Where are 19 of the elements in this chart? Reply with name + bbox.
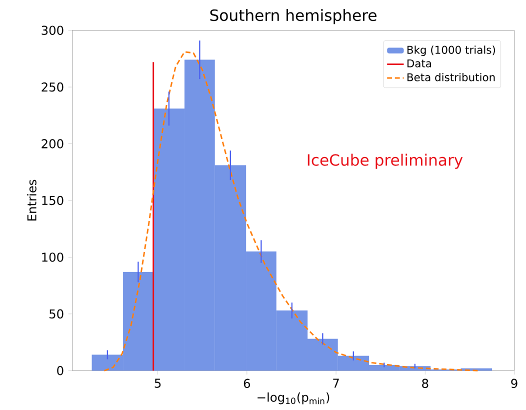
x-tick-label: 9 [511,378,518,388]
y-tick-label: 100 [42,252,64,262]
y-tick-label: 200 [42,139,64,148]
y-tick-label: 150 [42,196,64,206]
x-tick-label: 8 [422,378,428,388]
legend-label: Data [407,60,432,68]
x-tick-label: 7 [333,378,339,388]
x-tick-label: 5 [154,378,161,388]
y-axis-title: Entries [27,180,36,221]
x-axis-title: −log$_{10}$(p$_{min}$) [258,392,330,404]
legend-label: Beta distribution [407,73,495,82]
legend-label: Bkg (1000 trials) [407,46,496,56]
y-tick-label: 0 [57,366,64,376]
x-tick-label: 6 [244,378,250,388]
chart-title: Southern hemisphere [210,9,376,24]
y-tick-label: 300 [42,26,64,36]
y-tick-label: 250 [42,82,64,92]
annotation: IceCube preliminary [308,154,463,169]
y-tick-label: 50 [50,309,64,319]
